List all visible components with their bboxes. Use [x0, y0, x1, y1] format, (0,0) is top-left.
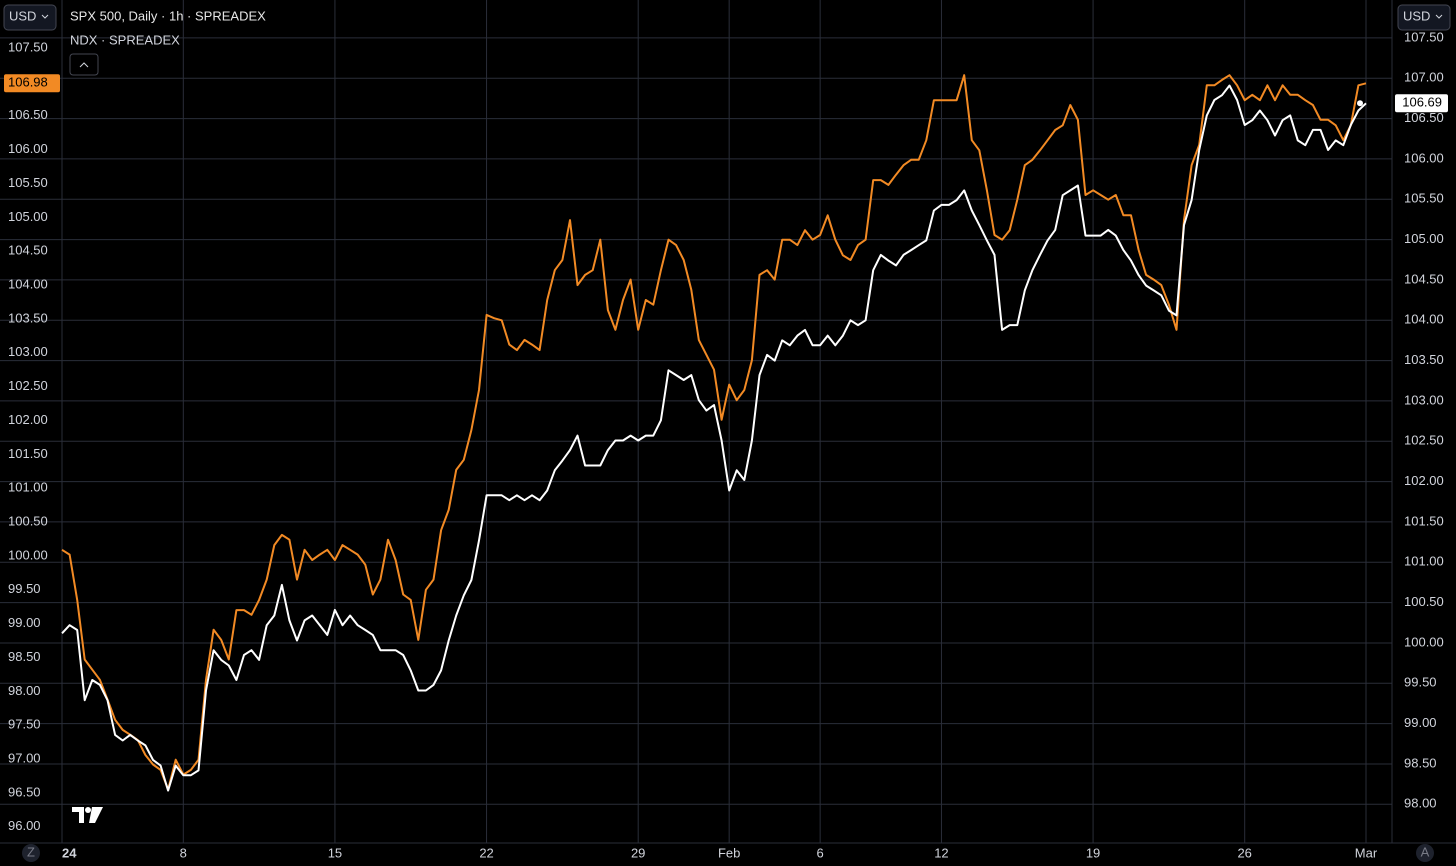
x-tick-label: Mar — [1355, 845, 1378, 860]
y2-tick-label: 106.00 — [1404, 150, 1444, 165]
y-tick-label: 99.50 — [8, 581, 41, 596]
y-tick-label: 105.50 — [8, 175, 48, 190]
x-tick-label: 19 — [1086, 845, 1100, 860]
price-badge-label: 106.98 — [8, 75, 48, 90]
y-tick-label: 101.00 — [8, 480, 48, 495]
y2-tick-label: 99.50 — [1404, 675, 1437, 690]
x-tick-label: 26 — [1237, 845, 1251, 860]
x-tick-label: 24 — [62, 845, 77, 860]
y-tick-label: 106.00 — [8, 141, 48, 156]
y-tick-label: 99.00 — [8, 615, 41, 630]
y2-tick-label: 98.00 — [1404, 796, 1437, 811]
price-badge — [4, 74, 60, 93]
x-tick-label: Feb — [718, 845, 740, 860]
y2-tick-label: 104.00 — [1404, 312, 1444, 327]
y-tick-label: 97.50 — [8, 717, 41, 732]
y-tick-label: 96.00 — [8, 818, 41, 833]
y-tick-label: 106.50 — [8, 107, 48, 122]
logo — [72, 807, 103, 823]
x-tick-label: 6 — [817, 845, 824, 860]
y-tick-label: 101.50 — [8, 446, 48, 461]
scale-button-label[interactable]: A — [1421, 844, 1430, 859]
chart-subtitle: NDX · SPREADEX — [70, 32, 180, 47]
y-tick-label: 107.50 — [8, 40, 48, 55]
y-tick-label: 98.50 — [8, 649, 41, 664]
y2-tick-label: 105.50 — [1404, 191, 1444, 206]
currency-label[interactable]: USD — [1403, 8, 1430, 23]
price-badge — [1395, 94, 1448, 113]
y2-tick-label: 107.00 — [1404, 70, 1444, 85]
y2-tick-label: 100.50 — [1404, 594, 1444, 609]
y2-tick-label: 99.00 — [1404, 715, 1437, 730]
y-tick-label: 100.50 — [8, 513, 48, 528]
y-tick-label: 98.00 — [8, 683, 41, 698]
x-tick-label: 15 — [328, 845, 342, 860]
y-tick-label: 104.50 — [8, 243, 48, 258]
y2-tick-label: 102.50 — [1404, 433, 1444, 448]
y-tick-label: 102.00 — [8, 412, 48, 427]
y-tick-label: 102.50 — [8, 378, 48, 393]
y-tick-label: 97.00 — [8, 750, 41, 765]
y2-tick-label: 103.00 — [1404, 392, 1444, 407]
y-tick-label: 103.00 — [8, 344, 48, 359]
y-tick-label: 96.50 — [8, 784, 41, 799]
y2-tick-label: 104.50 — [1404, 271, 1444, 286]
x-tick-label: 29 — [631, 845, 645, 860]
plot — [61, 74, 1367, 792]
y2-tick-label: 101.00 — [1404, 554, 1444, 569]
currency-button[interactable] — [3, 4, 57, 31]
chevron-up — [79, 62, 89, 68]
price-badges: 106.98 106.69 — [4, 74, 1448, 113]
series-line — [61, 74, 1367, 791]
y2-tick-label: 103.50 — [1404, 352, 1444, 367]
currency-label[interactable]: USD — [9, 8, 36, 23]
axes: 98.00 98.50 99.00 99.50 100.00 100.50 101.00 10… — [8, 29, 1444, 860]
x-tick-label: 12 — [934, 845, 948, 860]
scale-button[interactable] — [1416, 844, 1434, 862]
chevron — [1435, 14, 1443, 19]
chevron — [41, 14, 49, 19]
y2-tick-label: 102.00 — [1404, 473, 1444, 488]
currency-button[interactable] — [1397, 4, 1451, 31]
x-tick-label: 22 — [479, 845, 493, 860]
x-tick-label: 8 — [180, 845, 187, 860]
price-badge-label: 106.69 — [1402, 95, 1442, 110]
y-tick-label: 104.00 — [8, 277, 48, 292]
scale-button[interactable] — [22, 844, 40, 862]
y2-tick-label: 107.50 — [1404, 29, 1444, 44]
series-line — [61, 84, 1367, 792]
chart-title: SPX 500, Daily · 1h · SPREADEX — [70, 8, 266, 23]
y-tick-label: 103.50 — [8, 310, 48, 325]
y-tick-label: 100.00 — [8, 547, 48, 562]
y2-tick-label: 100.00 — [1404, 634, 1444, 649]
collapse-button[interactable] — [69, 53, 99, 76]
scale-button-label[interactable]: Z — [27, 844, 35, 859]
last-point — [1357, 100, 1363, 107]
y-tick-label: 105.00 — [8, 209, 48, 224]
y2-tick-label: 98.50 — [1404, 755, 1437, 770]
y2-tick-label: 105.00 — [1404, 231, 1444, 246]
y2-tick-label: 106.50 — [1404, 110, 1444, 125]
y2-tick-label: 101.50 — [1404, 513, 1444, 528]
